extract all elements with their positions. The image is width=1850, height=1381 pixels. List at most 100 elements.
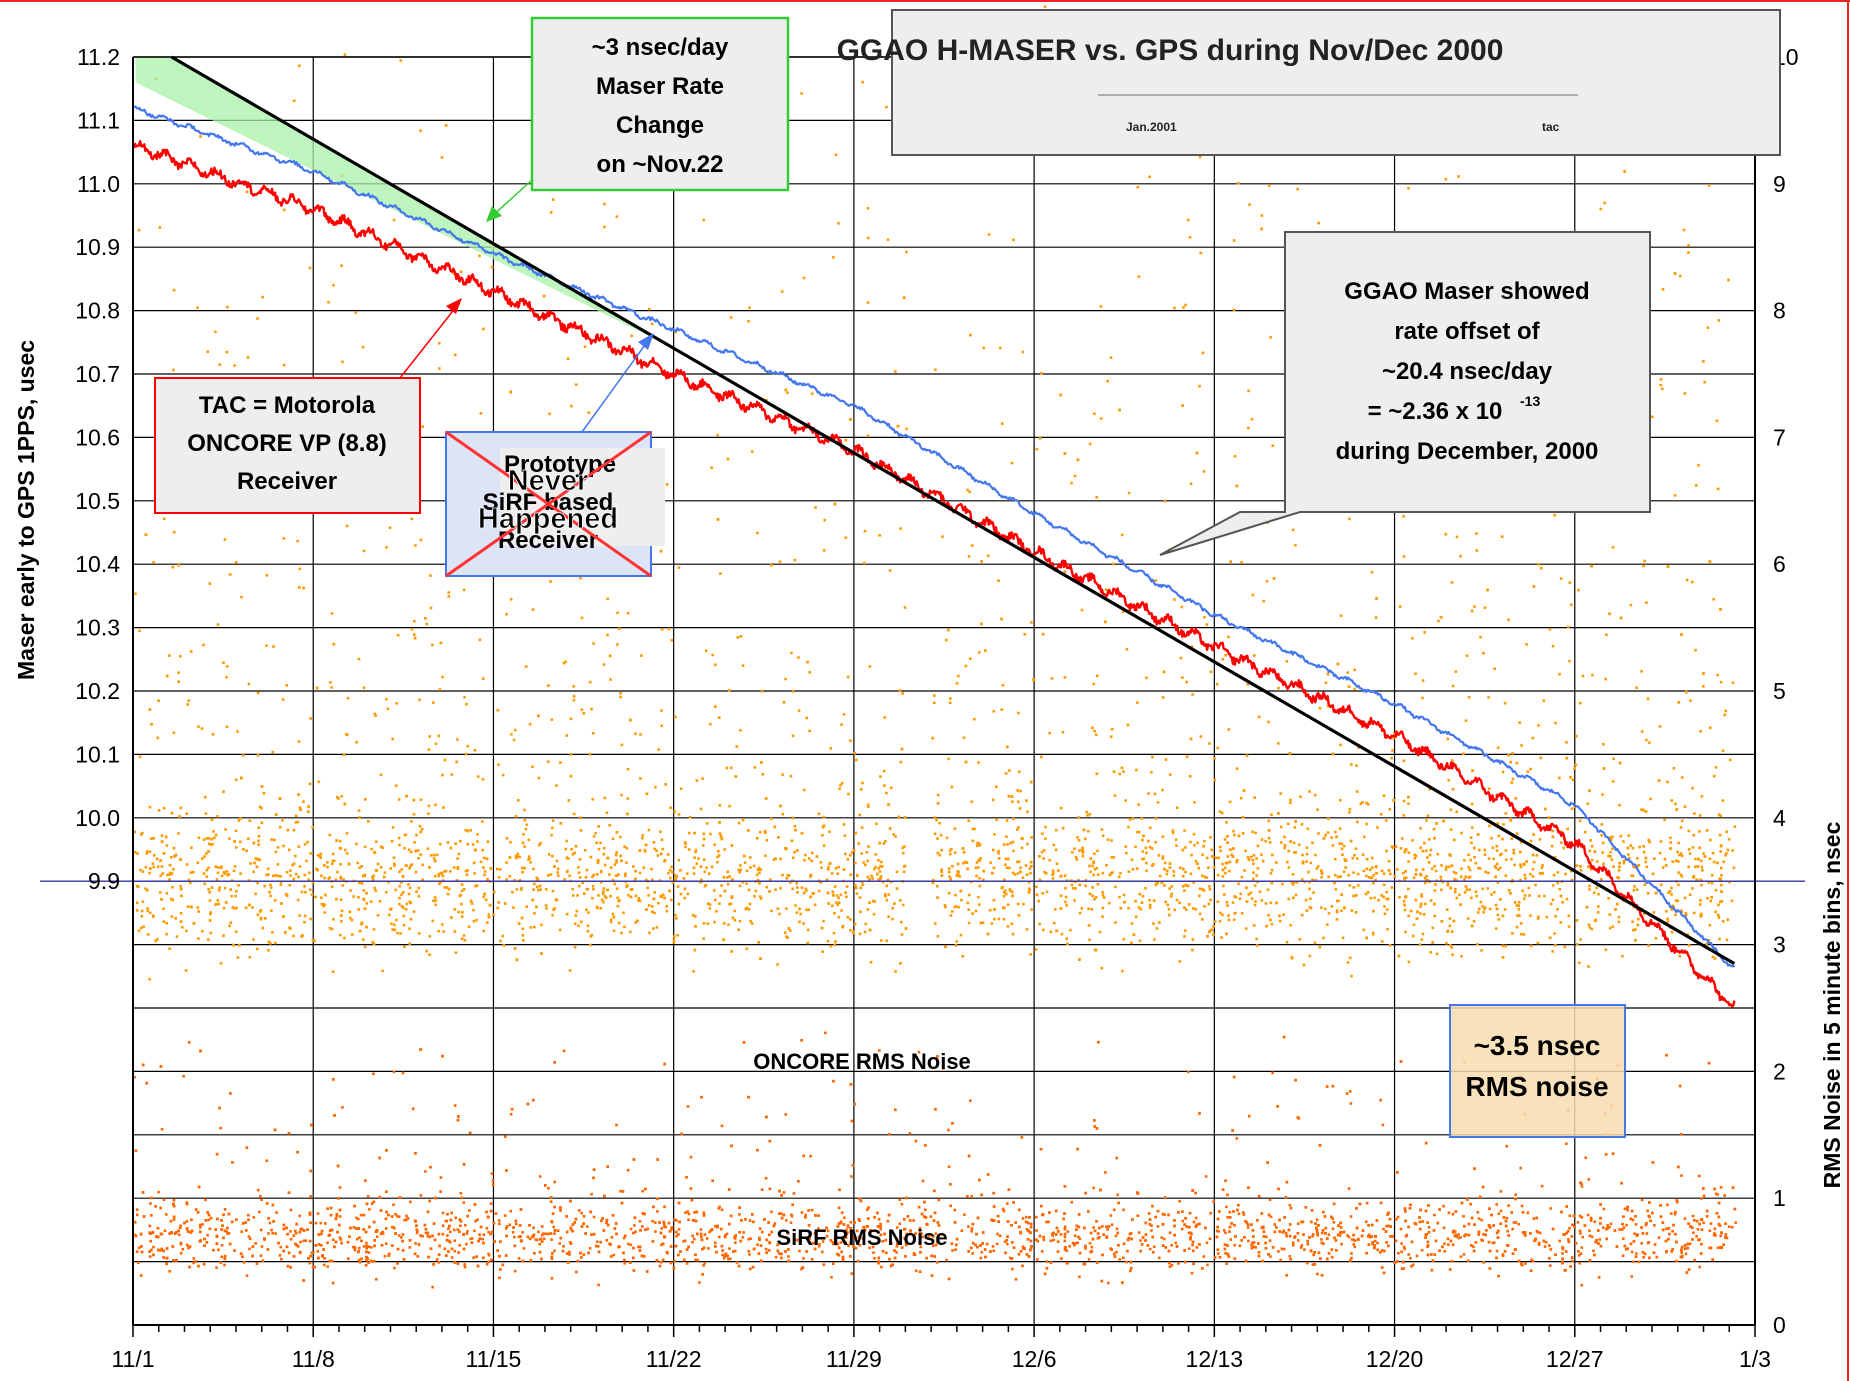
noise-point xyxy=(1355,857,1359,860)
noise-point xyxy=(180,894,183,898)
noise-point xyxy=(843,834,847,837)
noise-point xyxy=(459,270,463,274)
noise-point xyxy=(437,872,440,876)
noise-point xyxy=(1316,865,1320,868)
noise-point xyxy=(527,855,531,858)
noise-point xyxy=(327,301,330,304)
noise-point xyxy=(1264,839,1267,843)
noise-point xyxy=(1255,937,1258,941)
noise-point xyxy=(564,847,568,851)
noise-point xyxy=(866,859,869,863)
noise-point xyxy=(866,434,870,438)
noise-point xyxy=(257,826,260,829)
noise-point xyxy=(803,858,806,862)
noise-point xyxy=(990,922,994,925)
noise-point xyxy=(1627,834,1630,837)
noise-point xyxy=(346,696,350,700)
noise-point xyxy=(807,857,811,860)
noise-point xyxy=(1070,481,1073,485)
noise-point xyxy=(486,840,490,843)
noise-point xyxy=(165,932,168,936)
noise-point xyxy=(1207,866,1210,869)
noise-point xyxy=(1166,903,1170,907)
noise-point xyxy=(1667,891,1670,894)
noise-point xyxy=(826,868,830,871)
noise-point xyxy=(1260,899,1264,902)
noise-point xyxy=(1017,826,1020,829)
noise-point xyxy=(1138,830,1141,834)
noise-point xyxy=(1076,458,1080,462)
noise-point xyxy=(407,892,411,896)
noise-point xyxy=(1121,969,1124,973)
noise-point xyxy=(225,870,229,873)
noise-point xyxy=(228,837,231,840)
noise-point xyxy=(664,783,667,786)
noise-point xyxy=(158,226,162,229)
noise-point xyxy=(1181,885,1185,888)
noise-point xyxy=(438,367,441,370)
sirf-noise-points xyxy=(133,1031,1737,1289)
noise-point xyxy=(1089,857,1093,860)
noise-point xyxy=(1061,731,1065,734)
noise-point xyxy=(146,907,149,910)
noise-point xyxy=(951,910,954,913)
noise-point xyxy=(434,803,437,807)
noise-point xyxy=(864,922,868,926)
noise-point xyxy=(730,766,733,770)
noise-point xyxy=(991,798,995,802)
noise-point xyxy=(1029,953,1033,956)
noise-point xyxy=(565,734,569,737)
noise-point xyxy=(809,875,812,878)
noise-point xyxy=(1576,943,1579,946)
noise-point xyxy=(139,868,142,872)
noise-point xyxy=(822,919,825,923)
noise-point xyxy=(1260,227,1263,231)
noise-point xyxy=(1348,811,1351,814)
noise-point xyxy=(202,872,206,875)
noise-point xyxy=(1106,379,1109,383)
noise-point xyxy=(257,843,260,846)
noise-point xyxy=(1091,864,1094,868)
noise-point xyxy=(707,902,710,905)
noise-point xyxy=(612,915,616,919)
noise-point xyxy=(1291,873,1295,876)
noise-point xyxy=(805,889,808,892)
noise-point xyxy=(1327,912,1331,915)
noise-point xyxy=(1659,378,1663,381)
noise-point xyxy=(149,867,152,870)
noise-point xyxy=(1551,829,1554,833)
noise-point xyxy=(487,915,491,919)
noise-point xyxy=(1715,419,1719,423)
noise-point xyxy=(668,868,672,872)
noise-point xyxy=(1367,876,1371,879)
noise-point xyxy=(1421,849,1425,853)
noise-point xyxy=(404,864,408,867)
noise-point xyxy=(1184,929,1187,932)
noise-point xyxy=(197,937,200,940)
noise-point xyxy=(397,836,401,840)
noise-point xyxy=(627,893,630,897)
noise-point xyxy=(1398,896,1401,899)
noise-point xyxy=(345,832,349,835)
noise-point xyxy=(1021,350,1025,354)
noise-point xyxy=(1232,847,1235,850)
noise-point xyxy=(1518,914,1521,917)
noise-point xyxy=(1290,881,1294,885)
noise-point xyxy=(297,845,301,848)
noise-point xyxy=(1018,770,1021,773)
noise-point xyxy=(205,852,208,855)
noise-point xyxy=(1454,887,1457,891)
noise-point xyxy=(822,844,826,847)
noise-point xyxy=(1092,861,1095,865)
noise-point xyxy=(400,893,403,896)
noise-point xyxy=(379,865,383,869)
noise-point xyxy=(1549,902,1553,906)
noise-point xyxy=(803,788,806,792)
noise-point xyxy=(1320,876,1323,879)
noise-point xyxy=(842,868,846,871)
noise-point xyxy=(1694,857,1697,861)
noise-point xyxy=(1165,872,1169,876)
noise-point xyxy=(653,847,656,851)
noise-point xyxy=(410,863,413,866)
noise-point xyxy=(1322,837,1326,840)
